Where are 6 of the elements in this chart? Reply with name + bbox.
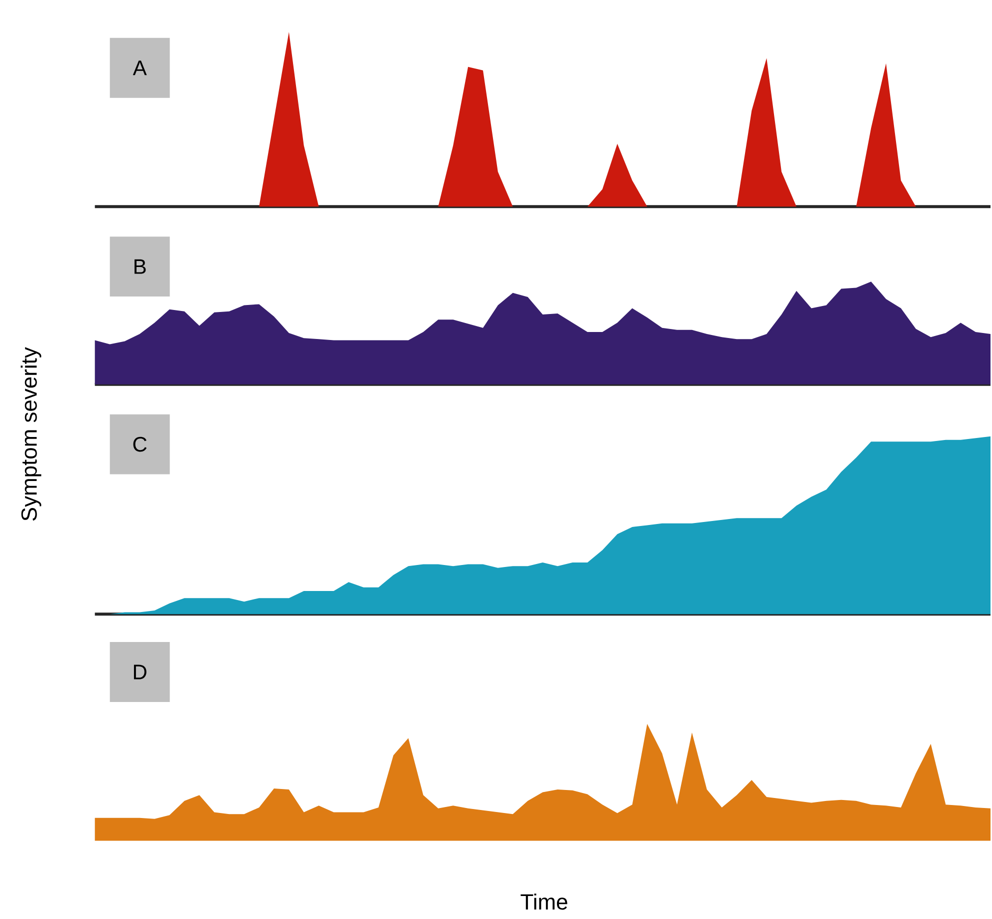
text: A [132, 60, 147, 76]
chart-title: D [134, 664, 146, 680]
x-axis-title: Time [520, 894, 568, 910]
chart-title: B [134, 260, 146, 274]
y-axis-title: Symptom severity [20, 347, 42, 521]
chart-title: C [133, 437, 147, 452]
